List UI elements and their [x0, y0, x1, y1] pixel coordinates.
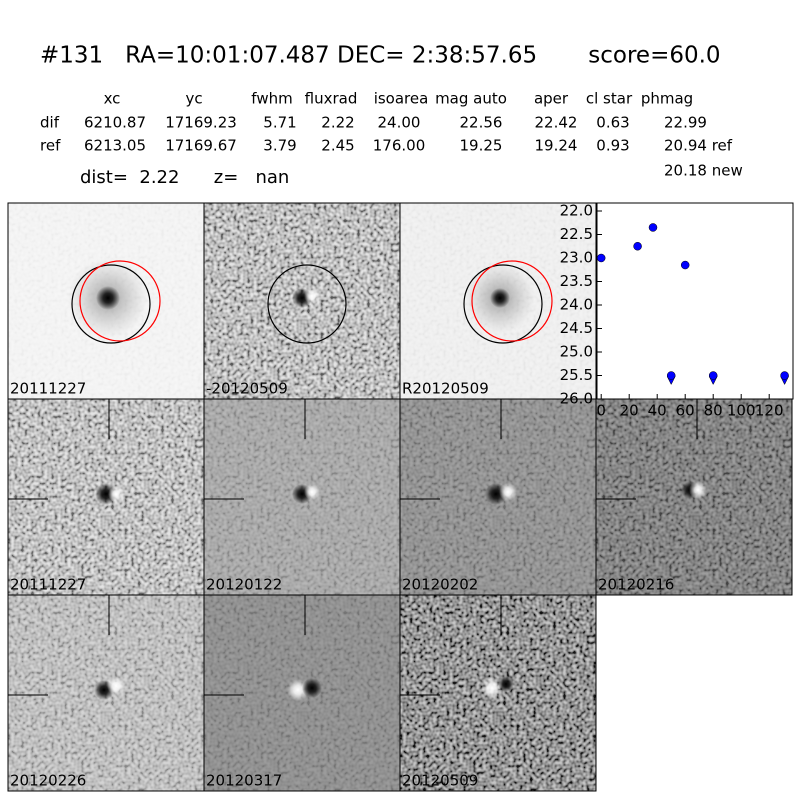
y-tick-label: 25.5 — [560, 366, 593, 384]
y-tick-label: 23.0 — [560, 248, 593, 266]
column-header: cl star — [586, 90, 633, 108]
table-cell: 5.71 — [263, 114, 296, 132]
column-header: yc — [185, 90, 202, 108]
stamp: -20120509 — [203, 202, 401, 400]
row-header: ref — [40, 137, 61, 155]
point — [633, 241, 642, 251]
dist: dist= 2.22 z= nan — [80, 167, 289, 188]
aperture — [71, 264, 151, 344]
column-header: isoarea — [374, 90, 429, 108]
point — [596, 253, 606, 263]
point — [666, 371, 676, 380]
stamp-label: -20120509 — [206, 380, 288, 398]
source — [481, 677, 503, 699]
table-cell: 176.00 — [373, 137, 426, 155]
stamp-border — [399, 594, 597, 792]
table-cell: 22.42 — [535, 114, 578, 132]
y-tick-label: 24.5 — [560, 319, 593, 337]
table-cell: 2.45 — [321, 137, 354, 155]
source — [689, 481, 707, 499]
table-cell: 0.63 — [596, 114, 629, 132]
stamp-label: 20111227 — [10, 576, 86, 594]
stamp-label: R20120509 — [402, 380, 489, 398]
stamp: 20120317 — [203, 594, 401, 792]
row-header: dif — [40, 114, 60, 132]
source — [302, 678, 322, 698]
aperture — [267, 264, 347, 344]
column-header: aper — [534, 90, 569, 108]
stamp-label: 20120216 — [598, 576, 674, 594]
x-tick-label: 120 — [755, 402, 784, 420]
point — [780, 371, 789, 380]
table-cell: 19.24 — [535, 137, 578, 155]
upper-limit-point — [708, 371, 718, 386]
table-cell: 22.56 — [460, 114, 503, 132]
x-tick-label: 100 — [727, 402, 756, 420]
y-tick-label: 26.0 — [560, 390, 593, 408]
stamp-label: 20120317 — [206, 772, 282, 790]
stamp: 20111227 — [7, 202, 205, 400]
stamp: 20120509 — [399, 594, 597, 792]
stamp-label: 20120202 — [402, 576, 478, 594]
y-tick-label: 25.0 — [560, 342, 593, 360]
x-tick-label: 80 — [704, 402, 723, 420]
point — [708, 371, 718, 380]
stamp-label: 20120509 — [402, 772, 478, 790]
stamp: 20120122 — [203, 398, 401, 596]
y-tick-label: 22.5 — [560, 225, 593, 243]
column-header: mag auto — [435, 90, 507, 108]
column-header: fwhm — [251, 90, 292, 108]
y-tick-label: 23.5 — [560, 272, 593, 290]
source — [490, 288, 510, 308]
source — [108, 486, 124, 502]
stamp-label: 20120122 — [206, 576, 282, 594]
source — [107, 677, 125, 695]
table-note: 20.18 new — [664, 162, 743, 180]
point — [680, 260, 690, 270]
table-cell: 6213.05 — [84, 137, 146, 155]
column-header: fluxrad — [305, 90, 358, 108]
table-cell: 3.79 — [263, 137, 296, 155]
table-cell: 20.94 ref — [664, 137, 733, 155]
upper-limit-point — [666, 371, 676, 386]
column-header: xc — [104, 90, 121, 108]
stamp-label: 20120226 — [10, 772, 86, 790]
plot-area — [596, 202, 794, 400]
stamp: 20120216 — [595, 398, 793, 596]
stamp: 20111227 — [7, 398, 205, 596]
source — [304, 288, 320, 304]
x-tick-label: 40 — [648, 402, 667, 420]
source — [498, 676, 514, 692]
stamp-label: 20111227 — [10, 380, 86, 398]
stamp: R20120509 — [399, 202, 597, 400]
source — [304, 484, 320, 500]
table-cell: 17169.23 — [165, 114, 237, 132]
aperture — [471, 260, 553, 342]
table-cell: 22.99 — [664, 114, 707, 132]
source — [96, 286, 120, 310]
y-tick-label: 22.0 — [560, 201, 593, 219]
title: #131 RA=10:01:07.487 DEC= 2:38:57.65 sco… — [40, 43, 721, 69]
table-cell: 24.00 — [378, 114, 421, 132]
stamp: 20120202 — [399, 398, 597, 596]
table-cell: 17169.67 — [165, 137, 237, 155]
x-tick-label: 0 — [596, 402, 606, 420]
point — [648, 223, 658, 232]
upper-limit-point — [780, 371, 790, 386]
table-cell: 6210.87 — [84, 114, 146, 132]
table-cell: 2.22 — [321, 114, 354, 132]
table-cell: 0.93 — [596, 137, 629, 155]
table-cell: 19.25 — [460, 137, 503, 155]
stamp: 20120226 — [7, 594, 205, 792]
aperture — [463, 264, 543, 344]
y-tick-label: 24.0 — [560, 295, 593, 313]
aperture — [79, 260, 161, 342]
column-header: phmag — [641, 90, 693, 108]
x-tick-label: 20 — [620, 402, 639, 420]
x-tick-label: 60 — [676, 402, 695, 420]
source — [499, 483, 517, 501]
